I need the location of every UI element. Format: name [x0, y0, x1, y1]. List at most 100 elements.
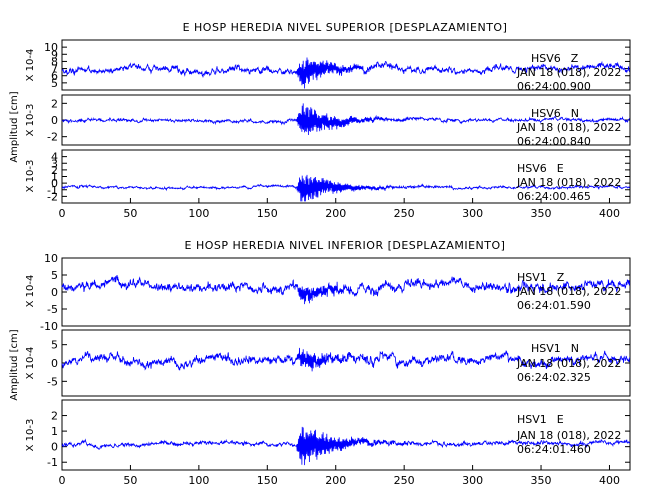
component-name: N: [571, 342, 579, 355]
y-scale-label: X 10-4: [25, 49, 36, 82]
y-tick-label: 2: [51, 97, 58, 110]
y-tick-label: 2: [51, 164, 58, 177]
ylabel-inferior: Amplitud [cm]: [9, 329, 20, 400]
panel-frame: [61, 399, 631, 471]
station-name: HSV6: [531, 52, 561, 65]
y-scale-label: X 10-4: [25, 347, 36, 380]
x-axis-inferior: 0 50 100 150 200 250 300 350 400: [59, 465, 620, 487]
x-tick-label: 350: [531, 207, 552, 220]
y-tick-label: 9: [51, 48, 58, 61]
component-name: Z: [571, 52, 579, 65]
y-tick-label: -2: [47, 190, 58, 203]
y-tick-label: -1: [47, 456, 58, 469]
station-label: HSV6 E: [517, 162, 564, 175]
y-tick-label: -5: [47, 303, 58, 316]
y-tick-label: 8: [51, 55, 58, 68]
y-tick-label: -10: [40, 320, 58, 333]
y-tick-label: 5: [51, 77, 58, 90]
y-tick-label: 0: [51, 114, 58, 127]
x-tick-label: 300: [462, 207, 483, 220]
y-tick-label: 7: [51, 63, 58, 76]
station-label: HSV1 E: [517, 413, 564, 426]
trace-hsv1-n: [61, 347, 631, 372]
date-label: JAN 18 (018), 2022: [516, 66, 621, 79]
station-label: HSV1 N: [531, 342, 579, 355]
station-name: HSV1: [531, 342, 561, 355]
time-label: 06:24:01.460: [517, 443, 591, 456]
y-tick-label: -2: [47, 131, 58, 144]
y-tick-label: -5: [47, 375, 58, 388]
x-tick-label: 50: [123, 474, 137, 487]
panel-hsv1-e: -1 0 1 2 X 10-3 HSV1 E JAN 18 (018), 2022 06…: [25, 399, 631, 471]
y-tick-label: 4: [51, 151, 58, 164]
x-tick-label: 100: [188, 474, 209, 487]
component-name: Z: [557, 271, 565, 284]
y-tick-label: 6: [51, 70, 58, 83]
x-tick-label: 0: [59, 207, 66, 220]
y-tick-label: 3: [51, 157, 58, 170]
date-label: JAN 18 (018), 2022: [516, 285, 621, 298]
y-tick-label: 5: [51, 269, 58, 282]
y-tick-label: 10: [44, 41, 58, 54]
time-label: 06:24:00.465: [517, 190, 591, 203]
x-tick-label: 350: [531, 474, 552, 487]
station-label: HSV6 Z: [531, 52, 579, 65]
x-tick-label: 250: [394, 207, 415, 220]
y-tick-label: 0: [51, 441, 58, 454]
x-tick-label: 400: [599, 207, 620, 220]
panel-hsv1-n: -5 0 5 X 10-4 HSV1 N JAN 18 (018), 2022 06:…: [25, 329, 631, 397]
trace-hsv6-n: [61, 103, 630, 136]
x-axis-superior: 0 50 100 150 200 250 300 350 400: [59, 198, 620, 220]
time-label: 06:24:00.900: [517, 80, 591, 93]
x-tick-label: 250: [394, 474, 415, 487]
y-scale-label: X 10-3: [25, 104, 36, 137]
trace-hsv1-z: [61, 274, 631, 305]
y-tick-label: 1: [51, 171, 58, 184]
y-tick-label: 0: [51, 357, 58, 370]
component-name: E: [557, 162, 564, 175]
x-tick-label: 300: [462, 474, 483, 487]
y-tick-label: 0: [51, 286, 58, 299]
date-label: JAN 18 (018), 2022: [516, 176, 621, 189]
y-tick-label: 5: [51, 339, 58, 352]
date-label: JAN 18 (018), 2022: [516, 429, 621, 442]
figure-title-superior: E HOSP HEREDIA NIVEL SUPERIOR [DESPLAZAM…: [183, 21, 508, 34]
panel-frame: [61, 39, 631, 91]
x-tick-label: 200: [325, 207, 346, 220]
trace-hsv6-e: [61, 174, 631, 202]
panel-hsv1-z: -10 -5 0 5 10 X 10-4 HSV1 Z JAN 18 (018), 202…: [25, 252, 631, 333]
y-axis-ticks: -5 0 5: [47, 339, 630, 388]
figure-title-inferior: E HOSP HEREDIA NIVEL INFERIOR [DESPLAZAM…: [185, 239, 506, 252]
component-name: N: [571, 107, 579, 120]
x-tick-label: 0: [59, 474, 66, 487]
x-tick-label: 50: [123, 207, 137, 220]
x-tick-label: 100: [188, 207, 209, 220]
y-axis-ticks: -1 0 1 2: [47, 410, 630, 469]
station-label: HSV1 Z: [517, 271, 565, 284]
date-label: JAN 18 (018), 2022: [516, 121, 621, 134]
x-tick-label: 400: [599, 474, 620, 487]
station-name: HSV6: [531, 107, 561, 120]
station-name: HSV6: [517, 162, 547, 175]
trace-hsv1-e: [61, 426, 631, 466]
y-scale-label: X 10-4: [25, 275, 36, 308]
x-tick-label: 150: [257, 474, 278, 487]
y-axis-ticks: -10 -5 0 5 10: [40, 252, 630, 333]
date-label: JAN 18 (018), 2022: [516, 357, 621, 370]
y-tick-label: 2: [51, 410, 58, 423]
component-name: E: [557, 413, 564, 426]
time-label: 06:24:00.840: [517, 135, 591, 148]
panel-hsv6-n: -2 0 2 X 10-3 HSV6 N JAN 18 (018), 2022 06:…: [25, 94, 631, 148]
y-tick-label: 0: [51, 177, 58, 190]
station-name: HSV1: [517, 413, 547, 426]
y-scale-label: X 10-3: [25, 160, 36, 193]
time-label: 06:24:02.325: [517, 371, 591, 384]
y-tick-label: 1: [51, 425, 58, 438]
trace-hsv6-z: [61, 57, 631, 89]
y-scale-label: X 10-3: [25, 419, 36, 452]
